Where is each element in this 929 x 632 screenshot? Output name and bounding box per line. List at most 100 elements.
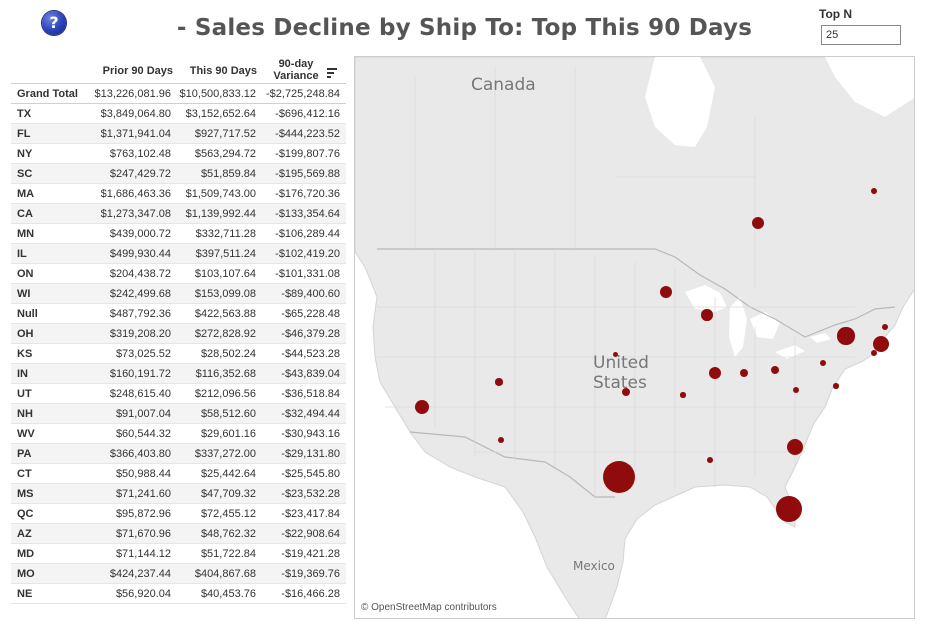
row-variance: -$23,532.28 bbox=[281, 488, 340, 500]
row-variance: -$696,412.16 bbox=[275, 108, 340, 120]
map-bubble-wi[interactable] bbox=[701, 309, 713, 321]
table-row[interactable]: MS $71,241.60 $47,709.32 -$23,532.28 bbox=[11, 484, 346, 504]
map-bubble-ny[interactable] bbox=[837, 327, 855, 345]
row-name: IL bbox=[17, 248, 27, 260]
row-prior: $73,025.52 bbox=[115, 348, 171, 360]
row-name: FL bbox=[17, 128, 31, 140]
row-this: $28,502.24 bbox=[200, 348, 256, 360]
row-name: MN bbox=[17, 228, 35, 240]
table-row[interactable]: QC $95,872.96 $72,455.12 -$23,417.84 bbox=[11, 504, 346, 524]
map-bubble-ne[interactable] bbox=[612, 351, 618, 357]
row-name: KS bbox=[17, 348, 33, 360]
row-name: TX bbox=[17, 108, 32, 120]
map-attribution[interactable]: © OpenStreetMap contributors bbox=[361, 602, 497, 613]
map-bubble-sc[interactable] bbox=[786, 438, 804, 456]
row-variance: -$36,518.84 bbox=[281, 388, 340, 400]
table-row[interactable]: MN $439,000.72 $332,711.28 -$106,289.44 bbox=[11, 224, 346, 244]
map-bubble-il[interactable] bbox=[708, 366, 722, 380]
row-prior: $763,102.48 bbox=[109, 148, 171, 160]
table-row[interactable]: NH $91,007.04 $58,512.60 -$32,494.44 bbox=[11, 404, 346, 424]
map-bubble-ca[interactable] bbox=[414, 399, 429, 414]
row-name: Grand Total bbox=[17, 88, 78, 100]
row-this: $404,867.68 bbox=[194, 568, 256, 580]
map-bubble-az[interactable] bbox=[498, 437, 504, 443]
map-bubble-ct[interactable] bbox=[870, 349, 878, 357]
row-this: $1,139,992.44 bbox=[185, 208, 256, 220]
row-this: $25,442.64 bbox=[200, 468, 256, 480]
map-bubble-mo[interactable] bbox=[680, 392, 686, 398]
table-row[interactable]: FL $1,371,941.04 $927,717.52 -$444,223.52 bbox=[11, 124, 346, 144]
map-label-united-states: United States bbox=[593, 353, 649, 393]
row-name: OH bbox=[17, 328, 34, 340]
table-row[interactable]: WV $60,544.32 $29,601.16 -$30,943.16 bbox=[11, 424, 346, 444]
map-view[interactable]: Canada United States Mexico © OpenStreet… bbox=[354, 56, 915, 619]
row-this: $927,717.52 bbox=[194, 128, 256, 140]
map-bubble-ks[interactable] bbox=[621, 387, 631, 397]
row-prior: $242,499.68 bbox=[109, 288, 171, 300]
table-row[interactable]: SC $247,429.72 $51,859.84 -$195,569.88 bbox=[11, 164, 346, 184]
topn-input[interactable] bbox=[821, 25, 901, 45]
table-row[interactable]: PA $366,403.80 $337,272.00 -$29,131.80 bbox=[11, 444, 346, 464]
table-row[interactable]: AZ $71,670.96 $48,762.32 -$22,908.64 bbox=[11, 524, 346, 544]
map-bubble-in[interactable] bbox=[739, 368, 748, 377]
map-bubble-pa[interactable] bbox=[819, 359, 827, 367]
row-prior: $439,000.72 bbox=[109, 228, 171, 240]
row-this: $58,512.60 bbox=[200, 408, 256, 420]
map-bubble-on[interactable] bbox=[751, 216, 765, 230]
table-row[interactable]: MD $71,144.12 $51,722.84 -$19,421.28 bbox=[11, 544, 346, 564]
table-row[interactable]: WI $242,499.68 $153,099.08 -$89,400.60 bbox=[11, 284, 346, 304]
table-row[interactable]: MO $424,237.44 $404,867.68 -$19,369.76 bbox=[11, 564, 346, 584]
row-prior: $71,670.96 bbox=[115, 528, 171, 540]
row-name: CT bbox=[17, 468, 32, 480]
map-bubble-tx[interactable] bbox=[603, 461, 635, 493]
column-header-prior[interactable]: Prior 90 Days bbox=[102, 65, 173, 77]
map-bubble-ms[interactable] bbox=[707, 457, 713, 463]
map-bubble-mn[interactable] bbox=[659, 285, 673, 299]
table-row[interactable]: KS $73,025.52 $28,502.24 -$44,523.28 bbox=[11, 344, 346, 364]
map-bubble-wv[interactable] bbox=[792, 386, 800, 394]
map-bubble-fl[interactable] bbox=[776, 496, 802, 522]
row-this: $40,453.76 bbox=[200, 588, 256, 600]
row-variance: -$102,419.20 bbox=[275, 248, 340, 260]
row-this: $272,828.92 bbox=[194, 328, 256, 340]
row-this: $337,272.00 bbox=[194, 448, 256, 460]
table-row[interactable]: UT $248,615.40 $212,096.56 -$36,518.84 bbox=[11, 384, 346, 404]
row-prior: $1,273,347.08 bbox=[100, 208, 171, 220]
table-row[interactable]: MA $1,686,463.36 $1,509,743.00 -$176,720.36 bbox=[11, 184, 346, 204]
table-row[interactable]: NE $56,920.04 $40,453.76 -$16,466.28 bbox=[11, 584, 346, 604]
row-this: $397,511.24 bbox=[195, 248, 256, 260]
table-row[interactable]: CA $1,273,347.08 $1,139,992.44 -$133,354.64 bbox=[11, 204, 346, 224]
table-row[interactable]: CT $50,988.44 $25,442.64 -$25,545.80 bbox=[11, 464, 346, 484]
column-header-this[interactable]: This 90 Days bbox=[189, 65, 257, 77]
table-row[interactable]: IN $160,191.72 $116,352.68 -$43,839.04 bbox=[11, 364, 346, 384]
map-bubble-md[interactable] bbox=[833, 383, 839, 389]
help-icon[interactable]: ? bbox=[42, 11, 66, 35]
table-row[interactable]: OH $319,208.20 $272,828.92 -$46,379.28 bbox=[11, 324, 346, 344]
table-row[interactable]: NY $763,102.48 $563,294.72 -$199,807.76 bbox=[11, 144, 346, 164]
row-this: $48,762.32 bbox=[200, 528, 256, 540]
table-row[interactable]: TX $3,849,064.80 $3,152,652.64 -$696,412.16 bbox=[11, 104, 346, 124]
row-this: $72,455.12 bbox=[200, 508, 256, 520]
row-name: WV bbox=[17, 428, 35, 440]
row-name: CA bbox=[17, 208, 33, 220]
row-this: $332,711.28 bbox=[195, 228, 256, 240]
row-prior: $3,849,064.80 bbox=[100, 108, 171, 120]
table-row[interactable]: IL $499,930.44 $397,511.24 -$102,419.20 bbox=[11, 244, 346, 264]
column-header-variance-line1: 90-day bbox=[278, 58, 314, 70]
sales-table: Prior 90 Days This 90 Days 90-day Varian… bbox=[11, 58, 346, 604]
map-bubble-ut[interactable] bbox=[495, 378, 503, 386]
table-row[interactable]: Null $487,792.36 $422,563.88 -$65,228.48 bbox=[11, 304, 346, 324]
row-this: $103,107.64 bbox=[194, 268, 256, 280]
row-prior: $319,208.20 bbox=[109, 328, 171, 340]
row-variance: -$444,223.52 bbox=[275, 128, 340, 140]
map-bubble-oh[interactable] bbox=[770, 365, 780, 375]
sort-descending-icon[interactable] bbox=[327, 68, 337, 78]
table-row[interactable]: ON $204,438.72 $103,107.64 -$101,331.08 bbox=[11, 264, 346, 284]
map-bubble-nh[interactable] bbox=[881, 323, 889, 331]
row-this: $422,563.88 bbox=[194, 308, 256, 320]
column-header-variance[interactable]: 90-day Variance bbox=[265, 58, 327, 82]
map-bubble-qc[interactable] bbox=[871, 188, 877, 194]
row-prior: $160,191.72 bbox=[109, 368, 171, 380]
row-prior: $60,544.32 bbox=[115, 428, 171, 440]
map-bubble-ma[interactable] bbox=[872, 335, 890, 353]
